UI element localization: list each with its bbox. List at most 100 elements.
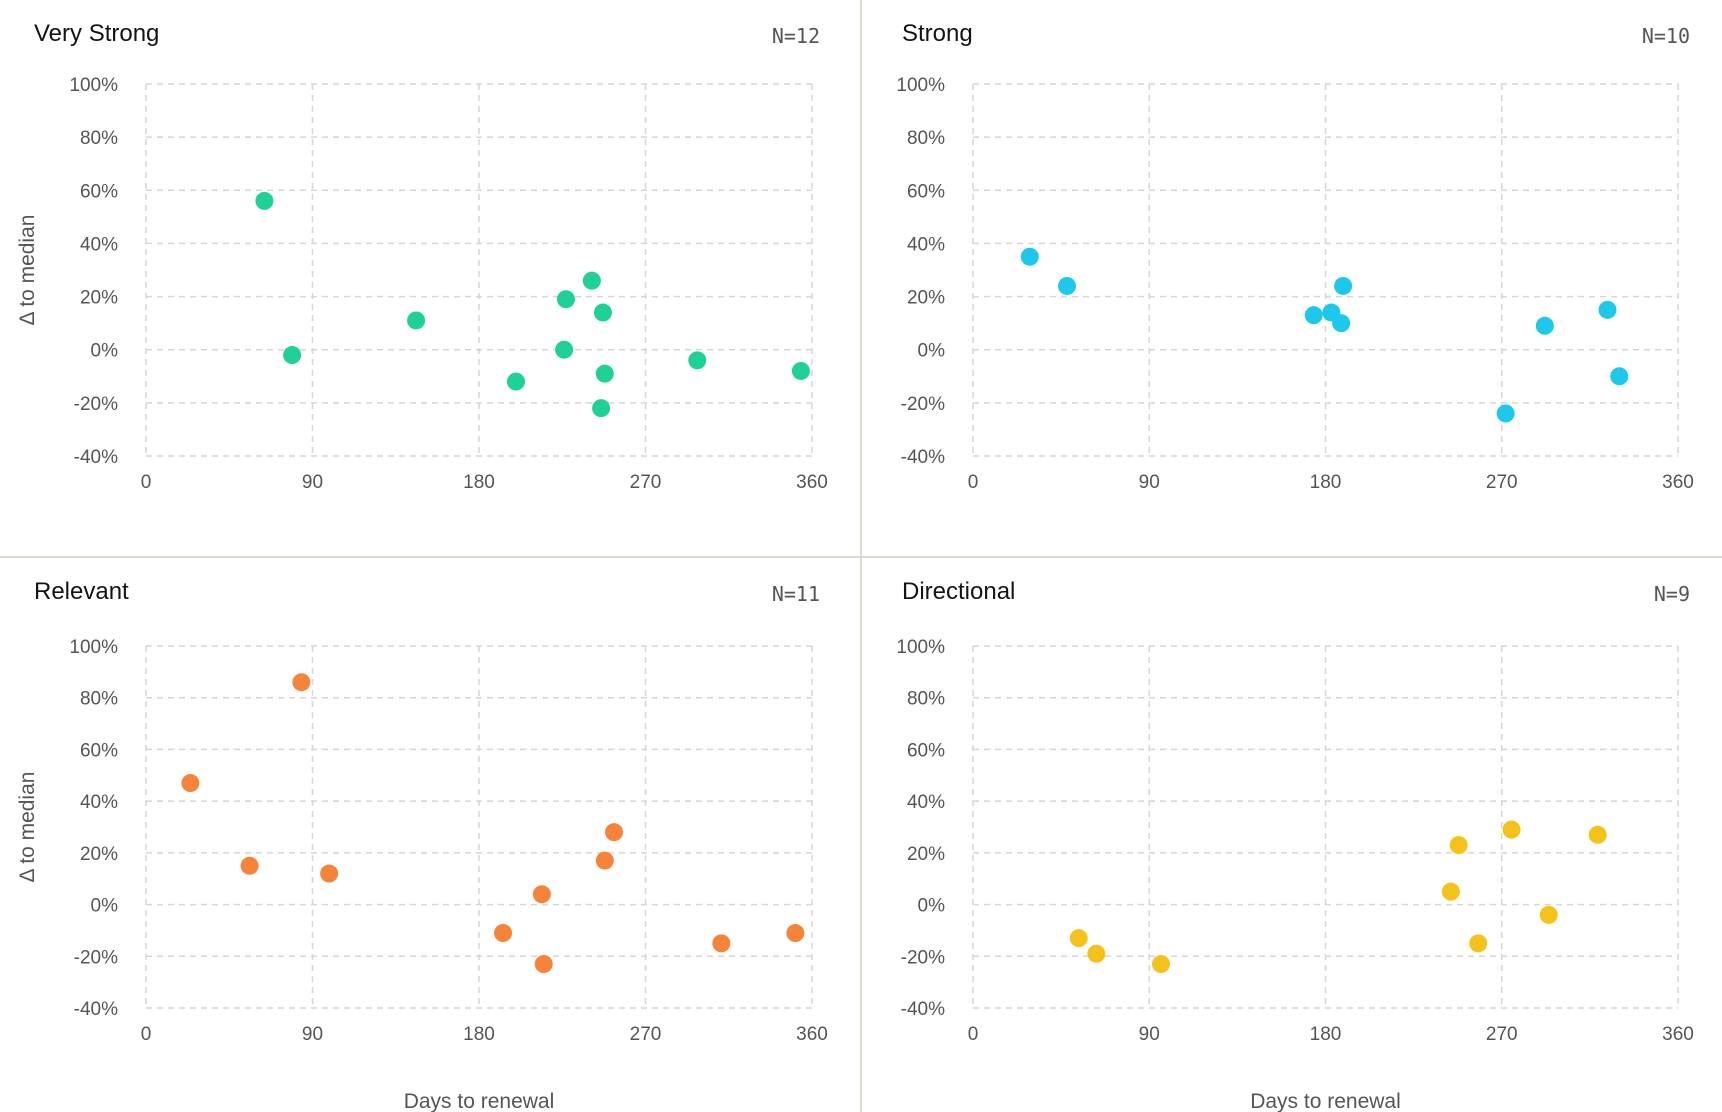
y-tick-label: -20% xyxy=(74,394,118,415)
y-tick-label: 60% xyxy=(80,740,118,761)
data-points xyxy=(181,673,805,974)
data-point[interactable] xyxy=(507,372,525,391)
y-axis-label: Δ to median xyxy=(16,215,39,326)
gridlines xyxy=(972,645,1679,1009)
data-point[interactable] xyxy=(712,934,731,953)
gridlines xyxy=(972,83,1679,457)
data-point[interactable] xyxy=(556,290,575,309)
x-tick-label: 90 xyxy=(1139,472,1160,493)
data-point[interactable] xyxy=(1332,314,1351,333)
x-tick-label: 180 xyxy=(463,472,495,493)
data-point[interactable] xyxy=(181,774,200,793)
x-tick-label: 90 xyxy=(1139,1024,1160,1045)
data-point[interactable] xyxy=(1610,367,1629,386)
panel-relevant: Relevant N=11 100% 80% 60% 40% 20% 0% -20% -40%… xyxy=(0,558,860,1112)
x-tick-label: 360 xyxy=(796,1024,828,1045)
y-tick-label: 60% xyxy=(907,740,945,761)
y-tick-label: 40% xyxy=(80,792,118,813)
data-points xyxy=(255,191,810,418)
data-point[interactable] xyxy=(595,851,614,870)
y-tick-label: 0% xyxy=(91,896,119,917)
x-tick-label: 0 xyxy=(141,472,152,493)
data-point[interactable] xyxy=(320,864,339,883)
data-point[interactable] xyxy=(582,271,601,290)
data-point[interactable] xyxy=(283,346,302,365)
y-tick-label: 0% xyxy=(918,896,946,917)
panel-title: Directional xyxy=(902,578,1016,605)
data-point[interactable] xyxy=(1502,820,1521,839)
data-point[interactable] xyxy=(1334,276,1353,295)
data-point[interactable] xyxy=(1058,276,1076,295)
data-points xyxy=(1069,820,1607,974)
y-tick-label: 100% xyxy=(896,75,945,96)
panel-title: Strong xyxy=(902,20,973,47)
panel-count: N=9 xyxy=(1653,582,1690,606)
y-tick-label: 40% xyxy=(907,792,945,813)
x-tick-label: 180 xyxy=(1310,472,1342,493)
scatter-plot: 100% 80% 60% 40% 20% 0% -20% -40% 0 90 180 270 360 Da… xyxy=(896,637,1693,1112)
x-tick-label: 270 xyxy=(1486,1024,1518,1045)
x-tick-label: 270 xyxy=(1486,472,1518,493)
data-point[interactable] xyxy=(605,823,624,842)
y-tick-label: 80% xyxy=(80,689,118,710)
y-tick-label: -20% xyxy=(901,947,945,968)
y-tick-label: 20% xyxy=(907,288,945,309)
data-point[interactable] xyxy=(240,856,259,875)
data-point[interactable] xyxy=(1469,934,1488,953)
y-tick-label: 60% xyxy=(80,181,118,202)
data-point[interactable] xyxy=(1087,944,1106,963)
data-point[interactable] xyxy=(1069,929,1088,948)
scatter-plot: 100% 80% 60% 40% 20% 0% -20% -40% 0 90 180 270 360 xyxy=(896,75,1694,493)
data-point[interactable] xyxy=(407,311,426,330)
x-tick-label: 360 xyxy=(1662,472,1694,493)
data-point[interactable] xyxy=(688,351,707,370)
x-tick-label: 90 xyxy=(302,472,323,493)
data-point[interactable] xyxy=(532,885,551,904)
data-point[interactable] xyxy=(1535,316,1554,335)
data-point[interactable] xyxy=(555,340,574,359)
panel-very-strong: Very Strong N=12 100% 80% 60% 40% 20% 0% -20% -… xyxy=(0,0,860,556)
y-tick-label: 0% xyxy=(91,341,119,362)
y-tick-label: -40% xyxy=(74,999,118,1020)
data-point[interactable] xyxy=(1152,955,1170,974)
panel-title: Very Strong xyxy=(34,20,160,47)
data-point[interactable] xyxy=(1539,905,1558,924)
y-tick-label: 100% xyxy=(69,75,118,96)
data-point[interactable] xyxy=(534,955,553,974)
data-point[interactable] xyxy=(1496,404,1515,423)
scatter-plot: 100% 80% 60% 40% 20% 0% -20% -40% 0 90 180 270 360 Δ … xyxy=(16,75,828,493)
x-tick-label: 360 xyxy=(796,472,828,493)
data-point[interactable] xyxy=(1304,306,1323,325)
data-point[interactable] xyxy=(255,191,274,210)
x-tick-label: 90 xyxy=(302,1024,323,1045)
panel-count: N=11 xyxy=(771,582,820,606)
y-tick-label: -40% xyxy=(901,999,945,1020)
x-tick-label: 180 xyxy=(1310,1024,1342,1045)
data-point[interactable] xyxy=(1020,247,1039,266)
data-points xyxy=(1020,247,1629,423)
data-point[interactable] xyxy=(592,399,611,418)
data-point[interactable] xyxy=(595,364,614,383)
y-tick-label: 20% xyxy=(80,844,118,865)
data-point[interactable] xyxy=(1441,882,1460,901)
data-point[interactable] xyxy=(791,361,810,380)
data-point[interactable] xyxy=(1588,825,1607,844)
y-tick-label: -40% xyxy=(901,447,945,468)
data-point[interactable] xyxy=(1449,836,1468,855)
scatter-plot: 100% 80% 60% 40% 20% 0% -20% -40% 0 90 180 270 360 Δ … xyxy=(16,637,828,1112)
y-tick-label: 80% xyxy=(907,689,945,710)
data-point[interactable] xyxy=(786,924,805,943)
data-point[interactable] xyxy=(494,924,513,943)
data-point[interactable] xyxy=(292,673,311,692)
x-axis-label: Days to renewal xyxy=(404,1090,555,1112)
y-tick-label: 20% xyxy=(907,844,945,865)
x-tick-label: 180 xyxy=(463,1024,495,1045)
x-tick-label: 270 xyxy=(630,1024,662,1045)
panel-strong: Strong N=10 100% 80% 60% 40% 20% 0% -20% -40% 0 9… xyxy=(862,0,1722,556)
x-tick-label: 0 xyxy=(968,472,979,493)
y-tick-label: -20% xyxy=(901,394,945,415)
data-point[interactable] xyxy=(593,303,612,322)
y-tick-label: -20% xyxy=(74,947,118,968)
data-point[interactable] xyxy=(1598,300,1617,319)
